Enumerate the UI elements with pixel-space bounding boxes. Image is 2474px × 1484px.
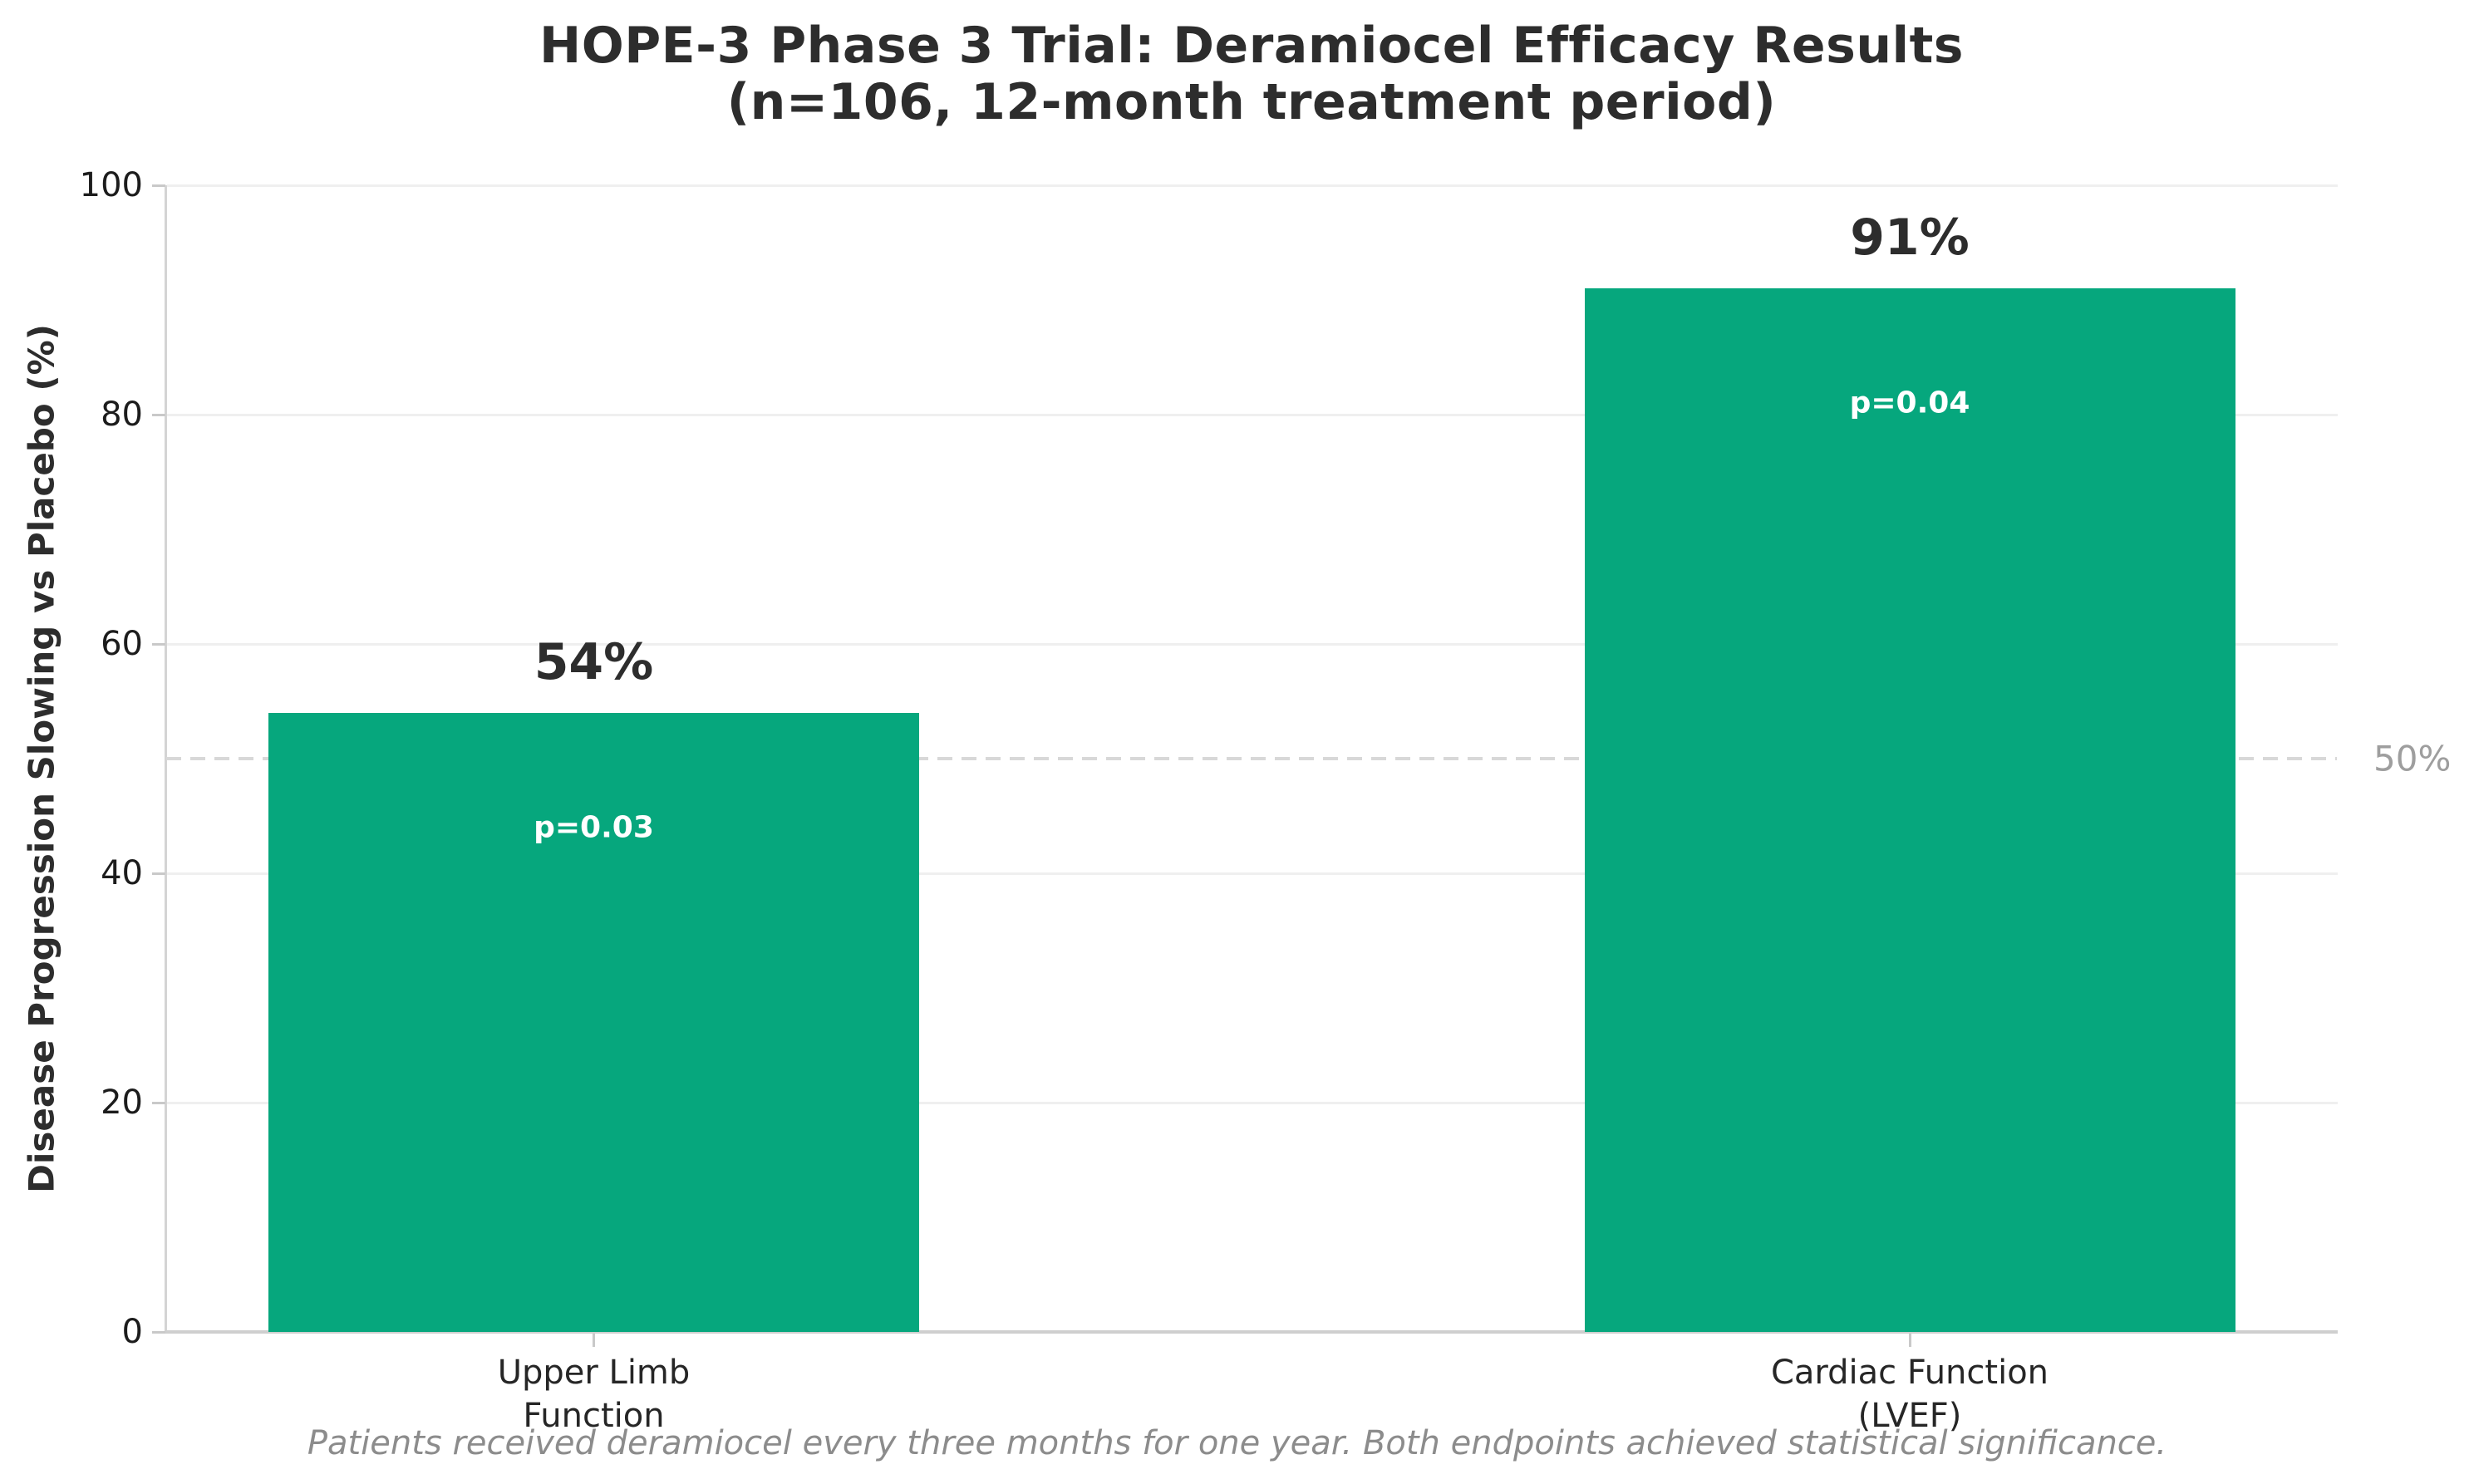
y-axis-spine <box>165 185 167 1334</box>
x-axis-spine <box>165 1330 2338 1334</box>
x-tick-mark-cardiac-function-lvef <box>1908 1334 1911 1347</box>
y-tick-mark-20 <box>152 1101 165 1104</box>
x-tick-label-upper-limb-function: Upper Limb Function <box>253 1351 935 1437</box>
x-tick-label-line: Cardiac Function <box>1770 1354 2049 1392</box>
chart-footnote: Patients received deramiocel every three… <box>307 1424 2167 1462</box>
y-tick-label-100: 100 <box>79 166 143 204</box>
reference-line-50-percent <box>166 757 2337 760</box>
x-tick-label-cardiac-function-lvef: Cardiac Function (LVEF) <box>1569 1351 2250 1437</box>
x-tick-label-line: Function <box>523 1397 665 1435</box>
gridline-y-60 <box>167 642 2338 646</box>
chart-title-block: HOPE-3 Phase 3 Trial: Deramiocel Efficac… <box>0 17 2474 130</box>
bar-value-label-upper-limb-function: 54% <box>534 632 654 691</box>
x-tick-label-line: (LVEF) <box>1857 1397 1962 1435</box>
y-tick-label-20: 20 <box>101 1084 143 1122</box>
y-tick-mark-80 <box>152 413 165 416</box>
x-tick-label-line: Upper Limb <box>497 1354 691 1392</box>
y-tick-mark-100 <box>152 184 165 187</box>
x-tick-mark-upper-limb-function <box>593 1334 595 1347</box>
y-tick-label-40: 40 <box>101 854 143 892</box>
y-tick-mark-60 <box>152 642 165 646</box>
y-tick-label-60: 60 <box>101 625 143 663</box>
gridline-y-20 <box>167 1101 2338 1104</box>
reference-line-label: 50% <box>2373 738 2452 779</box>
bar-upper-limb-function <box>268 712 919 1332</box>
chart-title: HOPE-3 Phase 3 Trial: Deramiocel Efficac… <box>539 17 1965 75</box>
gridline-y-100 <box>167 184 2338 187</box>
p-value-label-upper-limb-function: p=0.03 <box>534 810 654 845</box>
gridline-y-80 <box>167 413 2338 416</box>
p-value-label-cardiac-function-lvef: p=0.04 <box>1849 386 1970 420</box>
y-tick-label-0: 0 <box>121 1313 143 1351</box>
bar-value-label-cardiac-function-lvef: 91% <box>1850 209 1970 268</box>
y-axis-label: Disease Progression Slowing vs Placebo (… <box>21 324 62 1193</box>
chart-subtitle: (n=106, 12-month treatment period) <box>726 73 1777 131</box>
y-tick-label-80: 80 <box>101 396 143 434</box>
bar-cardiac-function-lvef <box>1584 288 2235 1332</box>
gridline-y-40 <box>167 872 2338 875</box>
y-tick-mark-40 <box>152 872 165 875</box>
y-tick-mark-0 <box>152 1330 165 1334</box>
